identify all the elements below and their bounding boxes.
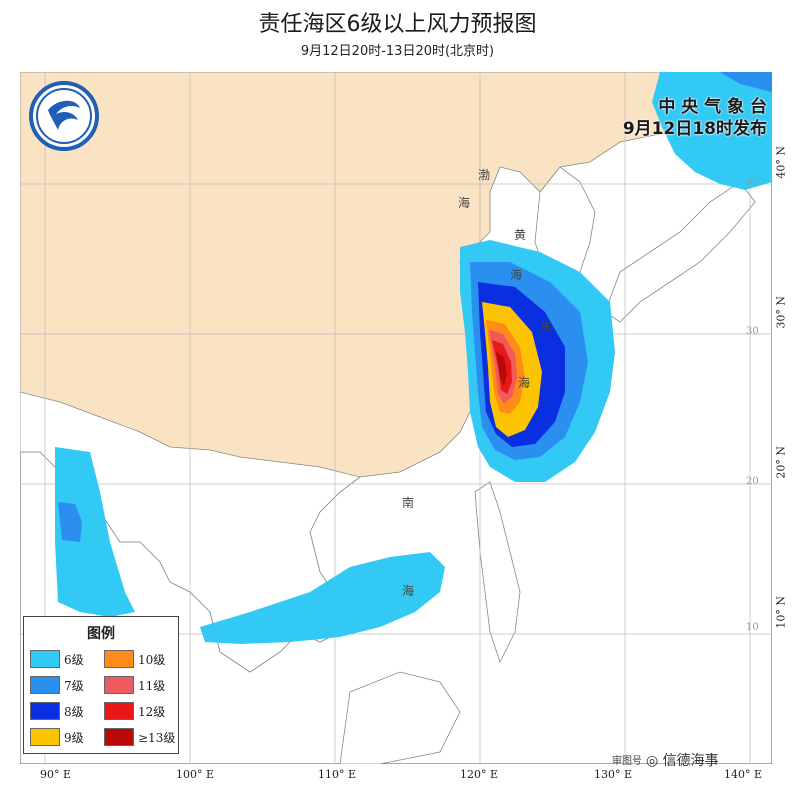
wind-forecast-map [20,72,772,764]
legend-label: 6级 [64,652,84,667]
lon-label-110: 110° E [318,768,357,781]
map-title: 责任海区6级以上风力预报图 [258,12,537,37]
legend-swatch [104,650,134,668]
sea-label-yellow-2: 海 [510,268,523,282]
lat-inner-30: 30 [746,326,759,337]
legend-swatch [104,676,134,694]
legend-swatch [104,728,134,746]
legend-label: 12级 [138,704,166,719]
wind-zone-bay-of-bengal-7 [58,502,82,542]
lat-label-30: 30° N [775,296,788,329]
cma-logo-icon [29,81,99,151]
issuer-block: 中 央 气 象 台 9月12日18时发布 [623,96,767,140]
legend-label: 11级 [138,678,166,693]
wind-zone-northeast [652,72,772,190]
issue-time: 9月12日18时发布 [622,119,767,139]
land-philippines [474,481,521,664]
legend-swatch [30,676,60,694]
legend-item-10: 10级 [104,649,178,669]
audit-mark: 审图号 [612,756,642,767]
map-subtitle: 9月12日20时-13日20时(北京时) [300,44,495,59]
lat-inner-40: 40 [746,178,759,189]
legend-swatch [104,702,134,720]
sea-label-east-2: 海 [518,376,531,390]
legend-item-9: 9级 [30,727,104,747]
sea-label-yellow-1: 黄 [514,228,527,242]
land-borneo [339,671,461,764]
wind-zone-bay-of-bengal [55,447,135,617]
wind-zone-south-china-sea [200,552,445,644]
legend-grid: 6级 10级 7级 11级 8级 12级 9级 ≥13级 [30,649,178,747]
lon-label-120: 120° E [460,768,499,781]
sea-label-south-1: 南 [402,496,415,510]
lat-label-20: 20° N [775,446,788,479]
legend-item-8: 8级 [30,701,104,721]
watermark-text: 信德海事 [662,753,719,769]
legend-label: 8级 [64,704,84,719]
wind-zone-typhoon [460,240,615,482]
issuer-name: 中 央 气 象 台 [658,97,767,117]
legend-item-11: 11级 [104,675,178,695]
legend-title: 图例 [87,626,115,642]
wind-zone-northeast-7 [720,72,772,92]
legend-label: ≥13级 [138,730,176,745]
sea-label-east-1: 东 [540,320,553,334]
sea-label-bohai-2: 海 [458,196,471,210]
legend-label: 9级 [64,730,84,745]
lat-label-40: 40° N [775,146,788,179]
lat-inner-10: 10 [746,622,759,633]
legend-box: 图例 6级 10级 7级 11级 8级 12级 9级 ≥13级 [23,616,179,754]
lon-label-140: 140° E [724,768,763,781]
legend-label: 10级 [138,652,166,667]
lon-label-100: 100° E [176,768,215,781]
sea-label-south-2: 海 [402,584,415,598]
sea-label-bohai-1: 渤 [478,168,491,182]
legend-swatch [30,702,60,720]
legend-swatch [30,728,60,746]
watermark: ◎ 信德海事 [646,750,719,770]
legend-item-7: 7级 [30,675,104,695]
lat-inner-20: 20 [746,476,759,487]
lat-label-10: 10° N [775,596,788,629]
land-japan [604,181,756,323]
wechat-icon: ◎ [646,753,659,769]
wind-13 [496,352,507,386]
legend-item-13: ≥13级 [104,727,178,747]
legend-item-6: 6级 [30,649,104,669]
lon-label-90: 90° E [40,768,72,781]
legend-item-12: 12级 [104,701,178,721]
lon-label-130: 130° E [594,768,633,781]
legend-swatch [30,650,60,668]
legend-label: 7级 [64,678,84,693]
